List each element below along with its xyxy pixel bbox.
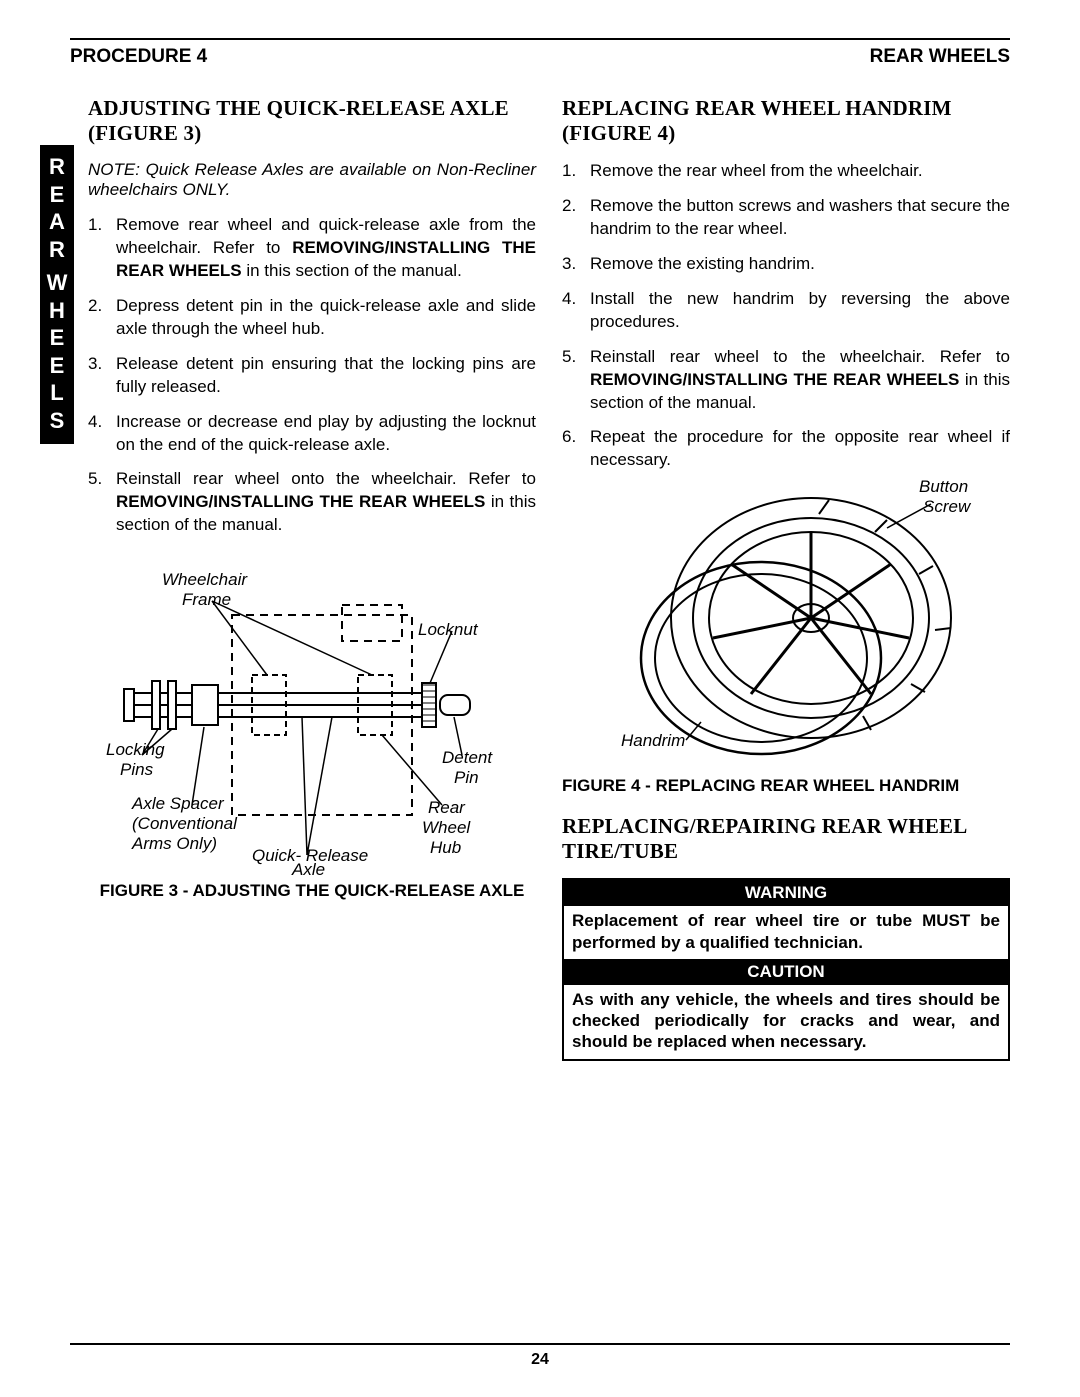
svg-text:Pins: Pins (120, 760, 154, 779)
warning-head: WARNING (564, 880, 1008, 906)
svg-text:Hub: Hub (430, 838, 461, 857)
svg-text:Detent: Detent (442, 748, 493, 767)
header-right: REAR WHEELS (870, 46, 1010, 68)
page-number: 24 (0, 1351, 1080, 1369)
svg-text:Locknut: Locknut (418, 620, 479, 639)
heading-adjust-axle: ADJUSTING THE QUICK-RELEASE AXLE (FIGURE… (88, 96, 536, 146)
svg-text:Arms Only): Arms Only) (131, 834, 217, 853)
left-column: ADJUSTING THE QUICK-RELEASE AXLE (FIGURE… (88, 96, 536, 1061)
svg-text:Locking: Locking (106, 740, 165, 759)
step: Depress detent pin in the quick-release … (88, 295, 536, 341)
step: Reinstall rear wheel onto the wheelchair… (88, 468, 536, 537)
warning-box: WARNING Replacement of rear wheel tire o… (562, 878, 1010, 1060)
svg-text:Rear: Rear (428, 798, 466, 817)
step: Remove the existing handrim. (562, 253, 1010, 276)
figure-3: Wheelchair Frame Locknut Locking Pins Ax… (88, 555, 536, 875)
step: Remove rear wheel and quick-release axle… (88, 214, 536, 283)
svg-text:Wheel: Wheel (422, 818, 471, 837)
svg-text:Axle Spacer: Axle Spacer (131, 794, 225, 813)
step: Install the new handrim by reversing the… (562, 288, 1010, 334)
step: Increase or decrease end play by adjusti… (88, 411, 536, 457)
svg-text:(Conventional: (Conventional (132, 814, 238, 833)
steps-replace-handrim: Remove the rear wheel from the wheelchai… (562, 160, 1010, 472)
caution-head: CAUTION (564, 959, 1008, 985)
svg-text:Frame: Frame (182, 590, 231, 609)
svg-text:Screw: Screw (923, 497, 972, 516)
bottom-rule (70, 1343, 1010, 1345)
top-rule (70, 38, 1010, 40)
note-quick-release: NOTE: Quick Release Axles are available … (88, 160, 536, 200)
caution-body: As with any vehicle, the wheels and tire… (564, 985, 1008, 1059)
step: Remove the button screws and washers tha… (562, 195, 1010, 241)
svg-text:Button: Button (919, 478, 968, 496)
page-header: PROCEDURE 4 REAR WHEELS (70, 46, 1010, 68)
heading-replace-tire: REPLACING/REPAIRING REAR WHEEL TIRE/TUBE (562, 814, 1010, 864)
figure-3-caption: FIGURE 3 - ADJUSTING THE QUICK-RELEASE A… (88, 881, 536, 901)
step: Release detent pin ensuring that the loc… (88, 353, 536, 399)
svg-text:Axle: Axle (291, 860, 325, 875)
svg-text:Wheelchair: Wheelchair (162, 570, 248, 589)
step: Reinstall rear wheel to the wheelchair. … (562, 346, 1010, 415)
side-tab: R E A R W H E E L S (40, 145, 74, 444)
step: Remove the rear wheel from the wheelchai… (562, 160, 1010, 183)
header-left: PROCEDURE 4 (70, 46, 207, 68)
steps-adjust-axle: Remove rear wheel and quick-release axle… (88, 214, 536, 537)
heading-replace-handrim: REPLACING REAR WHEEL HANDRIM (FIGURE 4) (562, 96, 1010, 146)
warning-body: Replacement of rear wheel tire or tube M… (564, 906, 1008, 959)
svg-text:Pin: Pin (454, 768, 479, 787)
step: Repeat the procedure for the opposite re… (562, 426, 1010, 472)
right-column: REPLACING REAR WHEEL HANDRIM (FIGURE 4) … (562, 96, 1010, 1061)
figure-4: Button Screw Handrim (562, 478, 1010, 768)
figure-4-caption: FIGURE 4 - REPLACING REAR WHEEL HANDRIM (562, 776, 1010, 796)
svg-text:Handrim: Handrim (621, 731, 685, 750)
